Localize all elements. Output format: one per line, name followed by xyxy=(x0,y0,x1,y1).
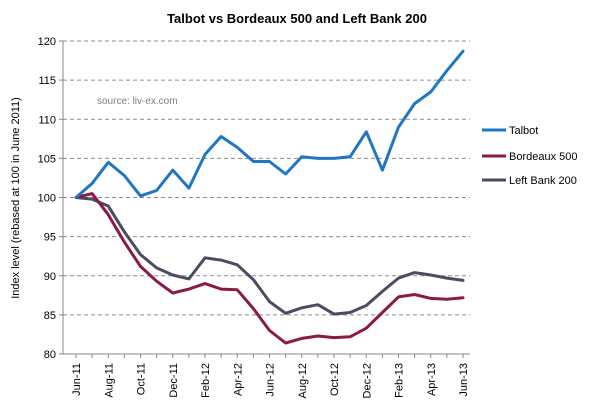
x-tick-label: Jun-13 xyxy=(458,363,470,397)
y-tick-label: 85 xyxy=(44,310,56,322)
axes xyxy=(59,40,470,358)
legend-label: Bordeaux 500 xyxy=(509,151,578,163)
y-tick-label: 90 xyxy=(44,271,56,283)
legend: Talbot Bordeaux 500 Left Bank 200 xyxy=(482,125,578,187)
series-line-left-bank-200 xyxy=(74,196,465,316)
legend-label: Left Bank 200 xyxy=(509,175,577,187)
x-tick-label: Jun-12 xyxy=(265,363,277,397)
x-tick-label: Dec-12 xyxy=(361,363,373,398)
legend-label: Talbot xyxy=(509,125,538,137)
x-tick-label: Oct-12 xyxy=(329,363,341,396)
x-tick-label: Apr-12 xyxy=(232,363,244,396)
y-tick-label: 80 xyxy=(44,349,56,361)
series-line-talbot xyxy=(74,49,465,199)
y-tick-label: 100 xyxy=(38,193,56,205)
y-tick-label: 110 xyxy=(38,114,56,126)
x-tick-label: Apr-13 xyxy=(426,363,438,396)
x-tick-label: Feb-12 xyxy=(200,363,212,398)
x-tick-label: Dec-11 xyxy=(168,363,180,398)
x-tick-label: Aug-11 xyxy=(103,363,115,398)
y-tick-label: 115 xyxy=(38,75,56,87)
y-tick-label: 105 xyxy=(38,153,56,165)
chart-title: Talbot vs Bordeaux 500 and Left Bank 200 xyxy=(167,11,427,26)
y-axis-label: Index level (rebased at 100 in June 2011… xyxy=(10,97,22,299)
x-tick-label: Oct-11 xyxy=(136,363,148,395)
series-line-bordeaux-500 xyxy=(74,192,465,345)
x-tick-label: Feb-13 xyxy=(394,363,406,398)
x-tick-label: Aug-12 xyxy=(297,363,309,398)
y-tick-label: 95 xyxy=(44,232,56,244)
source-note: source: liv-ex.com xyxy=(97,96,178,107)
series-lines xyxy=(74,49,465,345)
y-tick-labels: 80 85 90 95 100 105 110 115 120 xyxy=(38,36,56,361)
x-tick-label: Jun-11 xyxy=(71,363,83,396)
x-tick-labels: Jun-11 Aug-11 Oct-11 Dec-11 Feb-12 Apr-12 Jun-… xyxy=(71,363,470,398)
y-tick-label: 120 xyxy=(38,36,56,48)
